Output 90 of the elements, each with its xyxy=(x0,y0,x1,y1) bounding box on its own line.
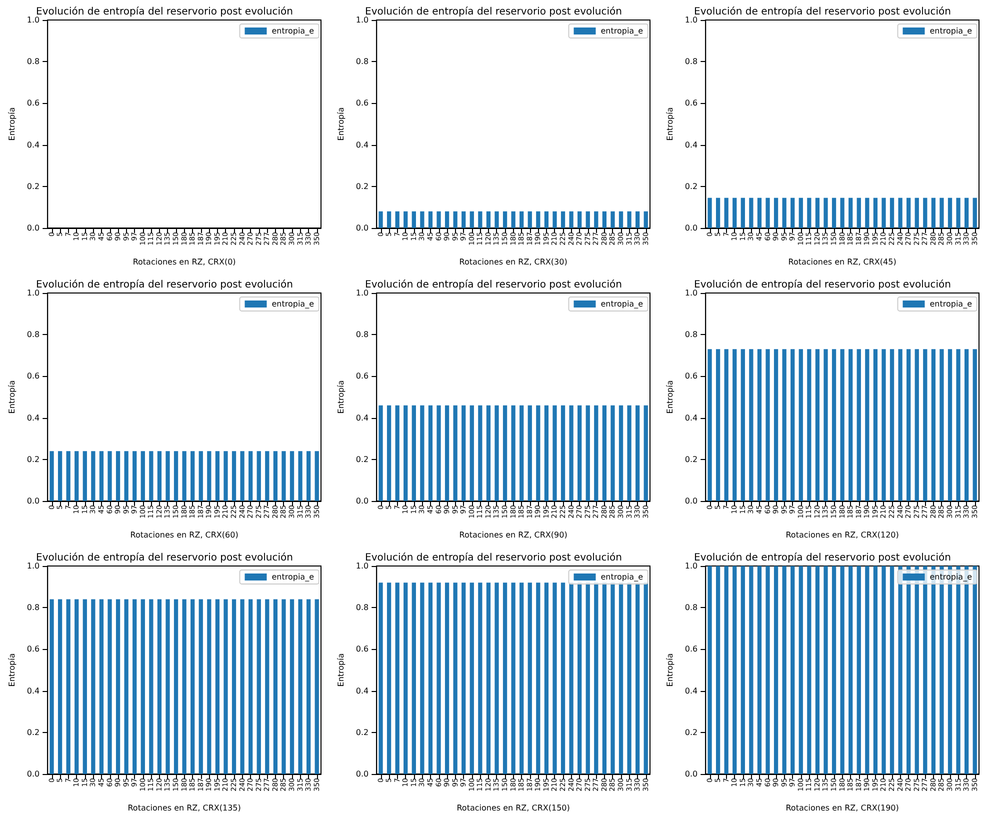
y-axis-title: Entropía xyxy=(336,380,346,414)
x-axis-title: Rotaciones en RZ, CRX(45) xyxy=(788,258,896,266)
legend-label: entropia_e xyxy=(930,300,972,308)
chart-title: Evolución de entropía del reservorio post evolución xyxy=(36,552,293,564)
y-tick-label: 0.6 xyxy=(26,372,40,381)
y-tick-label: 0.8 xyxy=(356,603,369,612)
y-axis-title: Entropía xyxy=(8,380,16,414)
y-tick-label: 0.4 xyxy=(684,686,698,696)
legend-label: entropia_e xyxy=(272,26,314,36)
y-tick-label: 0.2 xyxy=(26,454,40,464)
y-tick-label: 1.0 xyxy=(684,562,698,570)
y-tick-label: 0.8 xyxy=(26,603,40,612)
legend-label: entropia_e xyxy=(600,572,644,582)
y-tick-label: 1.0 xyxy=(356,16,369,24)
chart-title: Evolución de entropía del reservorio post evolución xyxy=(36,280,293,290)
y-tick-label: 0.8 xyxy=(684,57,698,66)
legend-label: entropia_e xyxy=(272,300,314,308)
y-tick-label: 0.0 xyxy=(356,496,369,506)
y-tick-label: 0.0 xyxy=(684,496,698,506)
y-tick-label: 0.8 xyxy=(684,603,698,612)
x-axis-title: Rotaciones en RZ, CRX(90) xyxy=(459,530,568,540)
y-tick-label: 0.6 xyxy=(356,98,369,108)
y-tick-label: 0.6 xyxy=(356,372,369,381)
y-tick-label: 0.2 xyxy=(684,182,698,191)
y-axis-title: Entropía xyxy=(666,380,674,414)
y-tick-label: 0.2 xyxy=(26,728,40,737)
chart-title: Evolución de entropía del reservorio post evolución xyxy=(694,280,951,290)
y-tick-label: 1.0 xyxy=(26,288,40,298)
y-tick-label: 0.4 xyxy=(684,413,698,422)
y-tick-label: 1.0 xyxy=(684,288,698,298)
y-tick-label: 0.6 xyxy=(684,644,698,654)
y-tick-label: 0.6 xyxy=(356,644,369,654)
y-tick-label: 0.0 xyxy=(26,224,40,232)
y-tick-label: 1.0 xyxy=(26,562,40,570)
legend-label: entropia_e xyxy=(600,300,644,308)
y-tick-label: 0.2 xyxy=(684,454,698,464)
y-tick-label: 1.0 xyxy=(26,16,40,24)
y-tick-label: 0.8 xyxy=(356,57,369,66)
x-axis-title: Rotaciones en RZ, CRX(30) xyxy=(459,258,568,266)
x-axis-title: Rotaciones en RZ, CRX(190) xyxy=(786,804,899,812)
y-tick-label: 0.8 xyxy=(26,57,40,66)
y-tick-label: 0.0 xyxy=(356,224,369,232)
y-tick-label: 0.4 xyxy=(26,140,40,150)
chart-title: Evolución de entropía del reservorio post evolución xyxy=(365,280,622,290)
chart-title: Evolución de entropía del reservorio post evolución xyxy=(365,552,622,564)
y-tick-label: 1.0 xyxy=(356,288,369,298)
y-tick-label: 0.4 xyxy=(684,140,698,150)
y-axis-title: Entropía xyxy=(666,653,674,687)
y-tick-label: 0.6 xyxy=(26,98,40,108)
legend-label: entropia_e xyxy=(272,572,314,582)
y-tick-label: 0.6 xyxy=(26,644,40,654)
y-tick-label: 0.0 xyxy=(684,224,698,232)
y-tick-label: 0.8 xyxy=(684,330,698,340)
y-tick-label: 0.0 xyxy=(26,496,40,506)
y-tick-label: 0.4 xyxy=(26,413,40,422)
y-tick-label: 0.8 xyxy=(26,330,40,340)
y-tick-label: 1.0 xyxy=(356,562,369,570)
chart-title: Evolución de entropía del reservorio post evolución xyxy=(694,6,951,18)
y-tick-label: 0.4 xyxy=(356,413,369,422)
chart-title: Evolución de entropía del reservorio post evolución xyxy=(365,6,622,18)
y-axis-title: Entropía xyxy=(8,653,16,687)
chart-title: Evolución de entropía del reservorio post evolución xyxy=(694,552,951,564)
y-tick-label: 0.4 xyxy=(26,686,40,696)
y-axis-title: Entropía xyxy=(8,107,16,141)
y-tick-label: 0.8 xyxy=(356,330,369,340)
y-tick-label: 0.4 xyxy=(356,140,369,150)
x-axis-title: Rotaciones en RZ, CRX(120) xyxy=(786,530,899,540)
y-tick-label: 0.0 xyxy=(356,770,369,778)
chart-title: Evolución de entropía del reservorio post evolución xyxy=(36,6,293,18)
legend-label: entropia_e xyxy=(600,26,644,36)
y-tick-label: 0.2 xyxy=(26,182,40,191)
y-tick-label: 0.2 xyxy=(356,728,369,737)
y-tick-label: 0.0 xyxy=(26,770,40,778)
legend-label: entropia_e xyxy=(930,26,972,36)
y-tick-label: 0.2 xyxy=(684,728,698,737)
x-axis-title: Rotaciones en RZ, CRX(60) xyxy=(130,530,238,540)
x-axis-title: Rotaciones en RZ, CRX(150) xyxy=(456,804,570,812)
y-axis-title: Entropía xyxy=(336,107,346,141)
y-axis-title: Entropía xyxy=(336,653,346,687)
y-tick-label: 0.0 xyxy=(684,770,698,778)
y-tick-label: 0.6 xyxy=(684,98,698,108)
y-tick-label: 0.2 xyxy=(356,182,369,191)
legend-label: entropia_e xyxy=(930,572,972,582)
y-tick-label: 0.6 xyxy=(684,372,698,381)
y-tick-label: 0.4 xyxy=(356,686,369,696)
y-axis-title: Entropía xyxy=(666,107,674,141)
x-axis-title: Rotaciones en RZ, CRX(135) xyxy=(128,804,241,812)
y-tick-label: 0.2 xyxy=(356,454,369,464)
x-axis-title: Rotaciones en RZ, CRX(0) xyxy=(132,258,236,266)
y-tick-label: 1.0 xyxy=(684,16,698,24)
